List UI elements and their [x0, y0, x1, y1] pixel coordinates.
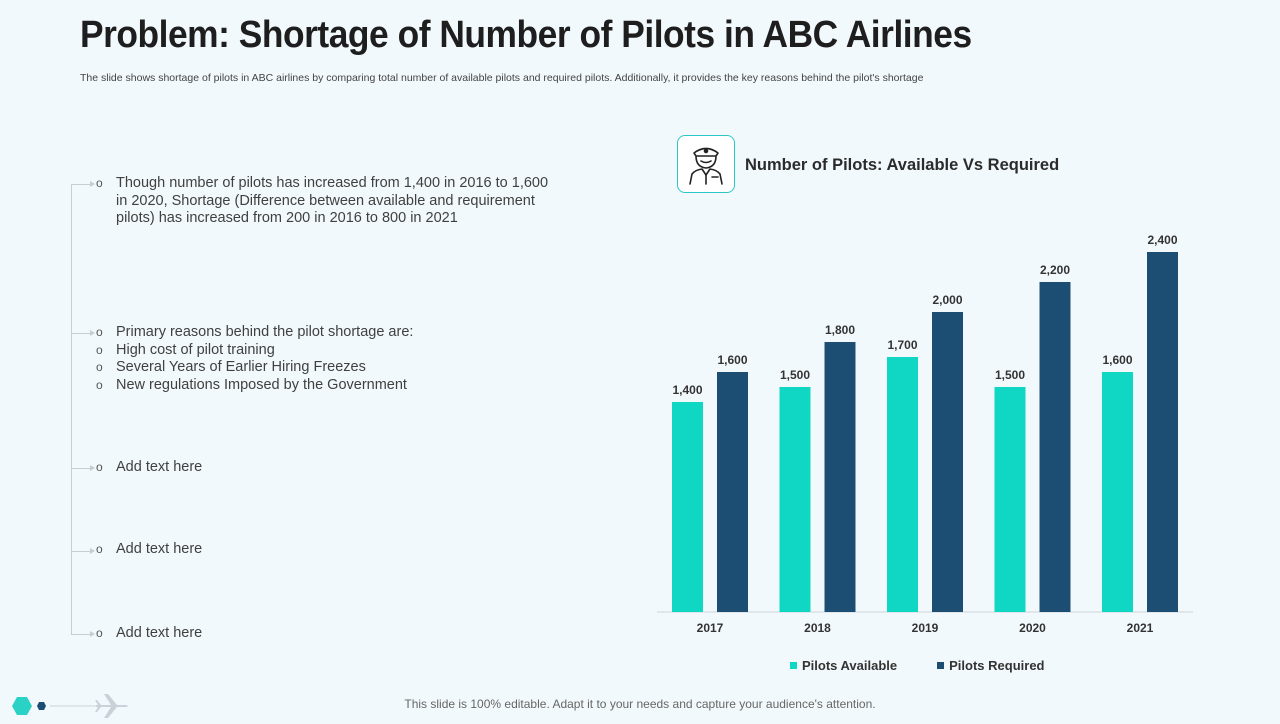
bullet-text: Add text here — [116, 459, 203, 475]
bar-pilots-available-2018 — [779, 387, 811, 612]
bullet-group-placeholder: o Add text here — [96, 459, 202, 477]
bar-pilots-available-2020 — [994, 387, 1026, 612]
pilot-icon — [677, 135, 735, 193]
bullet-marker: o — [96, 325, 103, 339]
bar-pilots-required-2019 — [932, 312, 963, 612]
footer-text: This slide is 100% editable. Adapt it to… — [404, 697, 876, 711]
legend-swatch-available — [790, 662, 797, 669]
data-label-pilots-available-2018: 1,500 — [780, 368, 810, 382]
legend-label-available: Pilots Available — [802, 658, 898, 673]
hexagon-small-icon — [37, 702, 46, 710]
bullet-text: Though number of pilots has increased fr… — [116, 175, 549, 226]
bullet-text: New regulations Imposed by the Governmen… — [116, 376, 407, 393]
bullet-marker: o — [96, 542, 103, 556]
legend-label-required: Pilots Required — [949, 658, 1045, 673]
data-label-pilots-required-2017: 1,600 — [717, 353, 747, 367]
hexagon-large-icon — [12, 697, 32, 715]
bar-pilots-available-2017 — [672, 402, 703, 612]
list-item: o New regulations Imposed by the Governm… — [96, 377, 556, 395]
timeline-line — [71, 184, 72, 634]
page-subtitle: The slide shows shortage of pilots in AB… — [80, 72, 924, 84]
bullet-marker: o — [96, 176, 103, 190]
bar-pilots-required-2018 — [824, 342, 856, 612]
bullet-text: Several Years of Earlier Hiring Freezes — [116, 359, 366, 375]
chart-legend: Pilots Available Pilots Required — [790, 658, 1045, 673]
data-label-pilots-required-2021: 2,400 — [1147, 233, 1177, 247]
footer-decoration — [12, 694, 128, 718]
bullet-marker: o — [96, 342, 103, 357]
bar-pilots-available-2021 — [1102, 372, 1133, 612]
list-item: o Though number of pilots has increased … — [96, 175, 556, 228]
legend-swatch-required — [937, 662, 945, 669]
bar-pilots-required-2020 — [1039, 282, 1071, 612]
data-label-pilots-required-2019: 2,000 — [932, 293, 962, 307]
timeline-arrow — [71, 181, 95, 187]
bar-pilots-available-2019 — [887, 357, 918, 612]
list-item: o Add text here — [96, 459, 202, 477]
airplane-icon — [95, 694, 128, 718]
x-tick-label-2021: 2021 — [1127, 621, 1154, 635]
list-item: o Add text here — [96, 625, 202, 643]
legend-item-required: Pilots Required — [937, 658, 1045, 673]
bar-pilots-required-2021 — [1147, 252, 1178, 612]
list-item: o Primary reasons behind the pilot short… — [96, 324, 556, 342]
bullet-group-shortage: o Though number of pilots has increased … — [96, 175, 556, 228]
bullet-marker: o — [96, 377, 103, 392]
x-tick-label-2019: 2019 — [912, 621, 939, 635]
bar-chart: 1,400 1,600 2017 1,500 1,800 2018 1,700 2,000 20… — [657, 233, 1193, 635]
list-item: o Several Years of Earlier Hiring Freeze… — [96, 359, 556, 377]
bullet-group-reasons: o Primary reasons behind the pilot short… — [96, 324, 556, 394]
bullet-marker: o — [96, 460, 103, 474]
bullet-group-placeholder: o Add text here — [96, 541, 202, 559]
chart-heading: Number of Pilots: Available Vs Required — [745, 156, 1060, 174]
data-label-pilots-required-2018: 1,800 — [825, 323, 855, 337]
legend-item-available: Pilots Available — [790, 658, 897, 673]
data-label-pilots-available-2021: 1,600 — [1102, 353, 1132, 367]
bullet-text: Add text here — [116, 625, 203, 641]
bullet-marker: o — [96, 360, 103, 374]
timeline-arrow — [71, 631, 95, 637]
list-item: o Add text here — [96, 541, 202, 559]
bullet-text: High cost of pilot training — [116, 341, 275, 358]
x-tick-label-2018: 2018 — [804, 621, 831, 635]
timeline-arrow — [71, 330, 95, 336]
bullet-text: Primary reasons behind the pilot shortag… — [116, 324, 414, 340]
data-label-pilots-available-2017: 1,400 — [672, 383, 702, 397]
bullet-marker: o — [96, 626, 103, 640]
list-item: o High cost of pilot training — [96, 342, 556, 360]
data-label-pilots-required-2020: 2,200 — [1040, 263, 1070, 277]
timeline-arrow — [71, 465, 95, 471]
bar-pilots-required-2017 — [717, 372, 748, 612]
x-tick-label-2020: 2020 — [1019, 621, 1046, 635]
x-tick-label-2017: 2017 — [697, 621, 724, 635]
page-title: Problem: Shortage of Number of Pilots in… — [80, 14, 972, 56]
bullet-group-placeholder: o Add text here — [96, 625, 202, 643]
data-label-pilots-available-2019: 1,700 — [887, 338, 917, 352]
bullet-text: Add text here — [116, 541, 203, 557]
data-label-pilots-available-2020: 1,500 — [995, 368, 1025, 382]
timeline-arrow — [71, 548, 95, 554]
